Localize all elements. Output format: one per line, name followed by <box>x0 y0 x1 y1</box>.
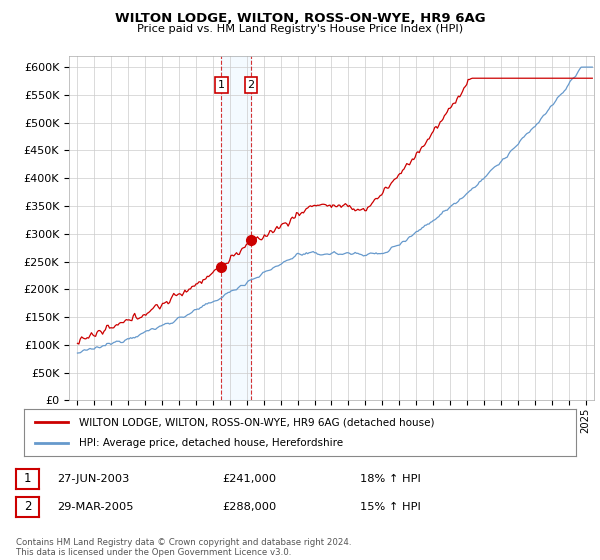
Text: £288,000: £288,000 <box>222 502 276 512</box>
Text: 18% ↑ HPI: 18% ↑ HPI <box>360 474 421 484</box>
Text: Contains HM Land Registry data © Crown copyright and database right 2024.
This d: Contains HM Land Registry data © Crown c… <box>16 538 352 557</box>
Text: 29-MAR-2005: 29-MAR-2005 <box>57 502 133 512</box>
Text: 2: 2 <box>24 500 31 514</box>
Text: 15% ↑ HPI: 15% ↑ HPI <box>360 502 421 512</box>
Text: 2: 2 <box>247 80 254 90</box>
Text: WILTON LODGE, WILTON, ROSS-ON-WYE, HR9 6AG: WILTON LODGE, WILTON, ROSS-ON-WYE, HR9 6… <box>115 12 485 25</box>
Text: WILTON LODGE, WILTON, ROSS-ON-WYE, HR9 6AG (detached house): WILTON LODGE, WILTON, ROSS-ON-WYE, HR9 6… <box>79 417 434 427</box>
Text: Price paid vs. HM Land Registry's House Price Index (HPI): Price paid vs. HM Land Registry's House … <box>137 24 463 34</box>
Text: £241,000: £241,000 <box>222 474 276 484</box>
Text: 1: 1 <box>24 472 31 486</box>
Bar <box>221 56 251 400</box>
Text: HPI: Average price, detached house, Herefordshire: HPI: Average price, detached house, Here… <box>79 438 343 448</box>
Text: 1: 1 <box>218 80 225 90</box>
Text: 27-JUN-2003: 27-JUN-2003 <box>57 474 130 484</box>
